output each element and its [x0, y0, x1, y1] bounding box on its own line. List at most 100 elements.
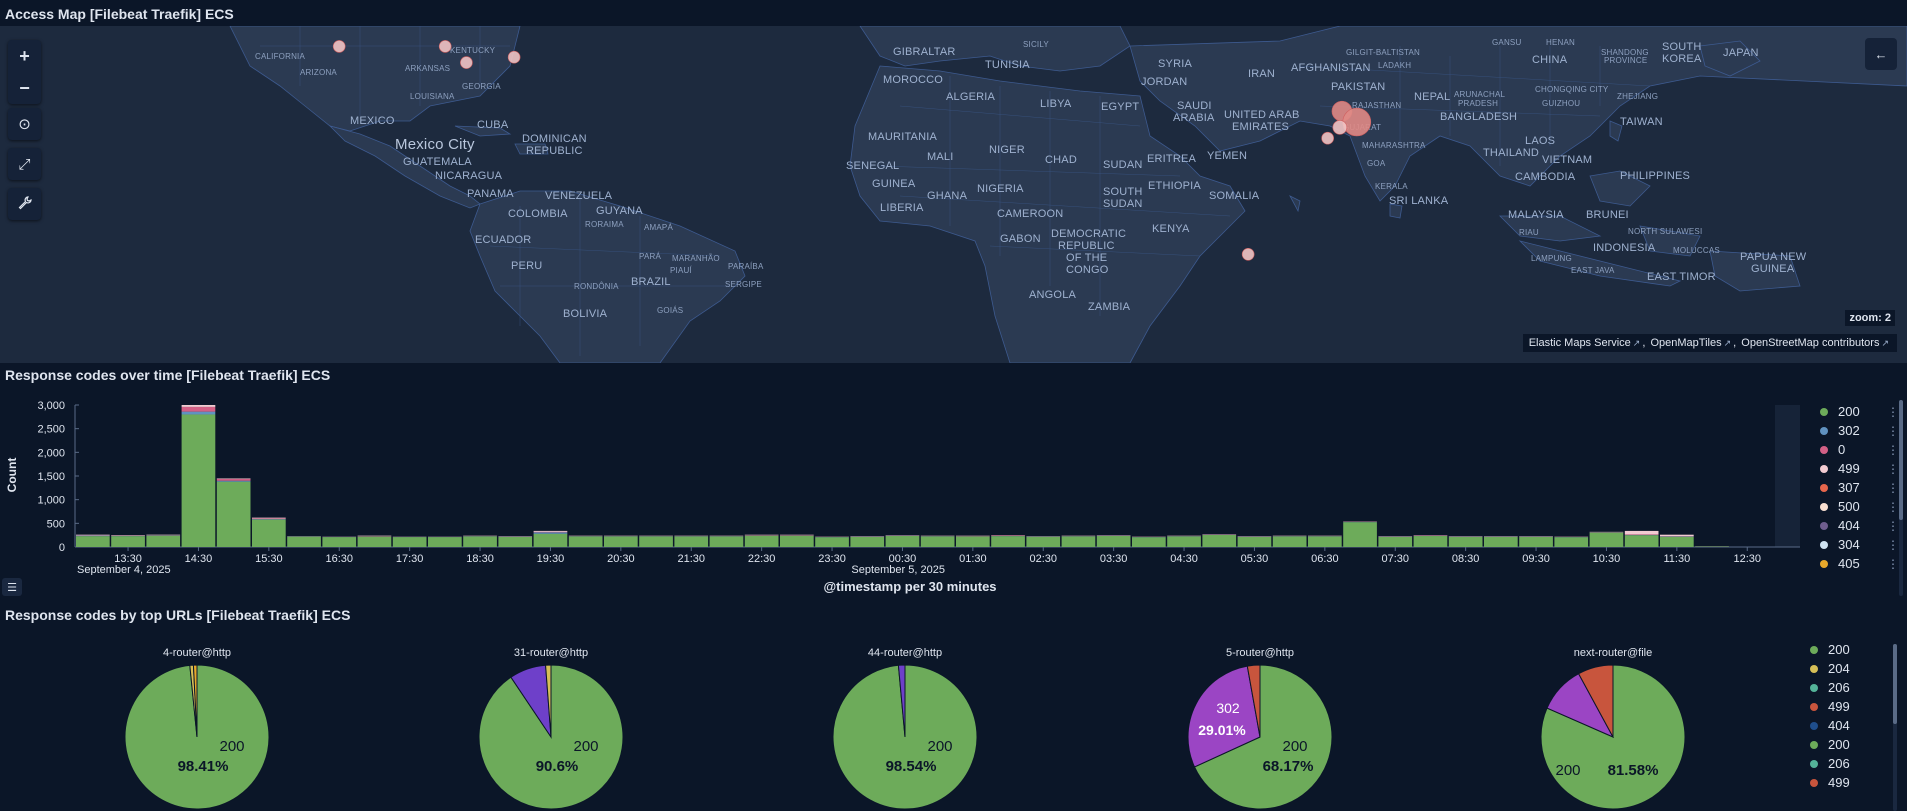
- legend-menu-icon[interactable]: ⋮: [1887, 537, 1899, 552]
- bar-segment[interactable]: [252, 517, 286, 519]
- bar-segment[interactable]: [181, 414, 216, 547]
- bar-segment[interactable]: [146, 535, 181, 547]
- bar-segment[interactable]: [604, 536, 638, 547]
- fullscreen-button[interactable]: ⤢: [8, 148, 41, 180]
- response-codes-bar-chart[interactable]: 0 500 1,000 1,500 2,000 2,500 3,000 Count 13:30 1…: [0, 395, 1800, 575]
- bar-segment[interactable]: [76, 534, 110, 536]
- attribution-link[interactable]: OpenMapTiles: [1650, 337, 1722, 349]
- pie-slice[interactable]: [192, 664, 198, 738]
- bar-segment[interactable]: [744, 535, 779, 547]
- bar-segment[interactable]: [1624, 535, 1659, 547]
- bar-segment[interactable]: [111, 536, 145, 547]
- map-markers[interactable]: [0, 26, 1907, 363]
- bar-segment[interactable]: [1660, 534, 1694, 537]
- bar-segment[interactable]: [1343, 522, 1377, 547]
- bar-segment[interactable]: [392, 537, 427, 547]
- bar-segment[interactable]: [1589, 532, 1624, 547]
- legend-menu-icon[interactable]: ⋮: [1887, 442, 1899, 457]
- bar-segment[interactable]: [709, 536, 744, 547]
- bar-segment[interactable]: [498, 536, 533, 547]
- bar-segment[interactable]: [674, 536, 709, 547]
- legend-menu-icon[interactable]: ⋮: [1887, 499, 1899, 514]
- bar-segment[interactable]: [1519, 536, 1553, 547]
- access-location-marker[interactable]: [460, 56, 473, 69]
- bar-segment[interactable]: [1096, 535, 1131, 547]
- pie-legend-item[interactable]: 404: [1808, 716, 1898, 735]
- legend-item-200[interactable]: 200 ⋮: [1818, 402, 1899, 421]
- access-location-marker[interactable]: [1321, 131, 1334, 145]
- pie-legend-item[interactable]: 206: [1808, 754, 1898, 773]
- world-basemap[interactable]: [0, 26, 1907, 363]
- bar-segment[interactable]: [1554, 537, 1589, 547]
- bar-segment[interactable]: [463, 536, 497, 547]
- pie-slice[interactable]: [1193, 664, 1333, 810]
- pie-slice[interactable]: [545, 664, 552, 738]
- legend-menu-icon[interactable]: ⋮: [1887, 404, 1899, 419]
- legend-item-0[interactable]: 0 ⋮: [1818, 440, 1899, 459]
- bar-segment[interactable]: [568, 536, 603, 547]
- bar-segment[interactable]: [76, 536, 110, 547]
- access-location-marker[interactable]: [507, 50, 521, 64]
- legend-item-302[interactable]: 302 ⋮: [1818, 421, 1899, 440]
- bar-segment[interactable]: [357, 536, 392, 547]
- bar-segment[interactable]: [1061, 536, 1096, 547]
- bar-segment[interactable]: [287, 536, 321, 547]
- zoom-out-button[interactable]: −: [8, 72, 41, 104]
- bar-segment[interactable]: [885, 535, 920, 547]
- pie-legend-scrollbar[interactable]: [1893, 644, 1897, 811]
- legend-toggle-button[interactable]: ☰: [2, 578, 22, 596]
- pie-legend-item[interactable]: 204: [1808, 659, 1898, 678]
- legend-item-405[interactable]: 405 ⋮: [1818, 554, 1899, 573]
- bar-segment[interactable]: [216, 481, 251, 547]
- legend-menu-icon[interactable]: ⋮: [1887, 480, 1899, 495]
- access-location-marker[interactable]: [332, 40, 346, 53]
- bar-segment[interactable]: [1026, 536, 1061, 547]
- access-location-marker[interactable]: [438, 40, 452, 53]
- bar-segment[interactable]: [639, 536, 673, 547]
- legend-menu-icon[interactable]: ⋮: [1887, 556, 1899, 571]
- bar-segment[interactable]: [216, 478, 251, 481]
- bar-segment[interactable]: [1237, 536, 1272, 547]
- attribution-link[interactable]: OpenStreetMap contributors: [1741, 337, 1880, 349]
- bar-segment[interactable]: [533, 530, 568, 532]
- bar-segment[interactable]: [1167, 536, 1201, 547]
- bar-segment[interactable]: [1484, 536, 1518, 547]
- bar-segment[interactable]: [216, 480, 251, 482]
- bar-segment[interactable]: [1378, 536, 1413, 547]
- legend-menu-icon[interactable]: ⋮: [1887, 423, 1899, 438]
- bar-segment[interactable]: [815, 537, 849, 547]
- bar-segment[interactable]: [956, 536, 990, 547]
- bar-segment[interactable]: [252, 518, 286, 520]
- bar-segment[interactable]: [428, 537, 462, 547]
- bar-segment[interactable]: [181, 405, 216, 407]
- bar-segment[interactable]: [1202, 534, 1237, 547]
- bar-segment[interactable]: [1132, 537, 1166, 547]
- brush-area[interactable]: [1775, 405, 1800, 547]
- pie-legend-item[interactable]: 499: [1808, 773, 1898, 792]
- bar-segment[interactable]: [1448, 536, 1483, 547]
- pie-legend-item[interactable]: 206: [1808, 678, 1898, 697]
- access-location-marker[interactable]: [1342, 107, 1372, 137]
- legend-item-404[interactable]: 404 ⋮: [1818, 516, 1899, 535]
- legend-item-500[interactable]: 500 ⋮: [1818, 497, 1899, 516]
- bar-segment[interactable]: [1624, 530, 1659, 535]
- bar-segment[interactable]: [920, 536, 955, 547]
- legend-scroll-thumb[interactable]: [1899, 400, 1903, 520]
- legend-menu-icon[interactable]: ⋮: [1887, 518, 1899, 533]
- pie-legend-item[interactable]: 200: [1808, 640, 1898, 659]
- pie-legend-scroll-thumb[interactable]: [1893, 644, 1897, 724]
- pie-slice[interactable]: [1246, 664, 1261, 738]
- response-codes-pie-charts[interactable]: 200 98.41% 200 90.6% 200 98.54% 200 68.17% 302 29…: [0, 645, 1800, 811]
- legend-item-307[interactable]: 307 ⋮: [1818, 478, 1899, 497]
- zoom-in-button[interactable]: +: [8, 40, 41, 72]
- pie-slice[interactable]: [1577, 664, 1614, 738]
- bar-segment[interactable]: [181, 406, 216, 412]
- access-location-marker[interactable]: [1332, 120, 1348, 135]
- bar-segment[interactable]: [322, 537, 357, 547]
- layer-panel-toggle-button[interactable]: ←: [1865, 38, 1897, 70]
- bar-segment[interactable]: [533, 533, 568, 547]
- bar-segment[interactable]: [252, 519, 286, 547]
- bar-segment[interactable]: [1660, 536, 1694, 547]
- legend-menu-icon[interactable]: ⋮: [1887, 461, 1899, 476]
- access-map[interactable]: CALIFORNIA ARIZONA KENTUCKY ARKANSAS LOUISIA…: [0, 26, 1907, 363]
